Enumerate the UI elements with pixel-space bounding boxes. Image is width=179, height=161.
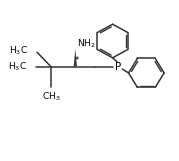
- Text: H$_3$C: H$_3$C: [8, 61, 26, 73]
- Text: NH$_2$: NH$_2$: [78, 38, 96, 50]
- Polygon shape: [74, 49, 77, 66]
- Text: *: *: [75, 56, 79, 65]
- Text: CH$_3$: CH$_3$: [42, 91, 61, 103]
- Text: P: P: [115, 62, 121, 72]
- Text: H$_3$C: H$_3$C: [9, 44, 28, 57]
